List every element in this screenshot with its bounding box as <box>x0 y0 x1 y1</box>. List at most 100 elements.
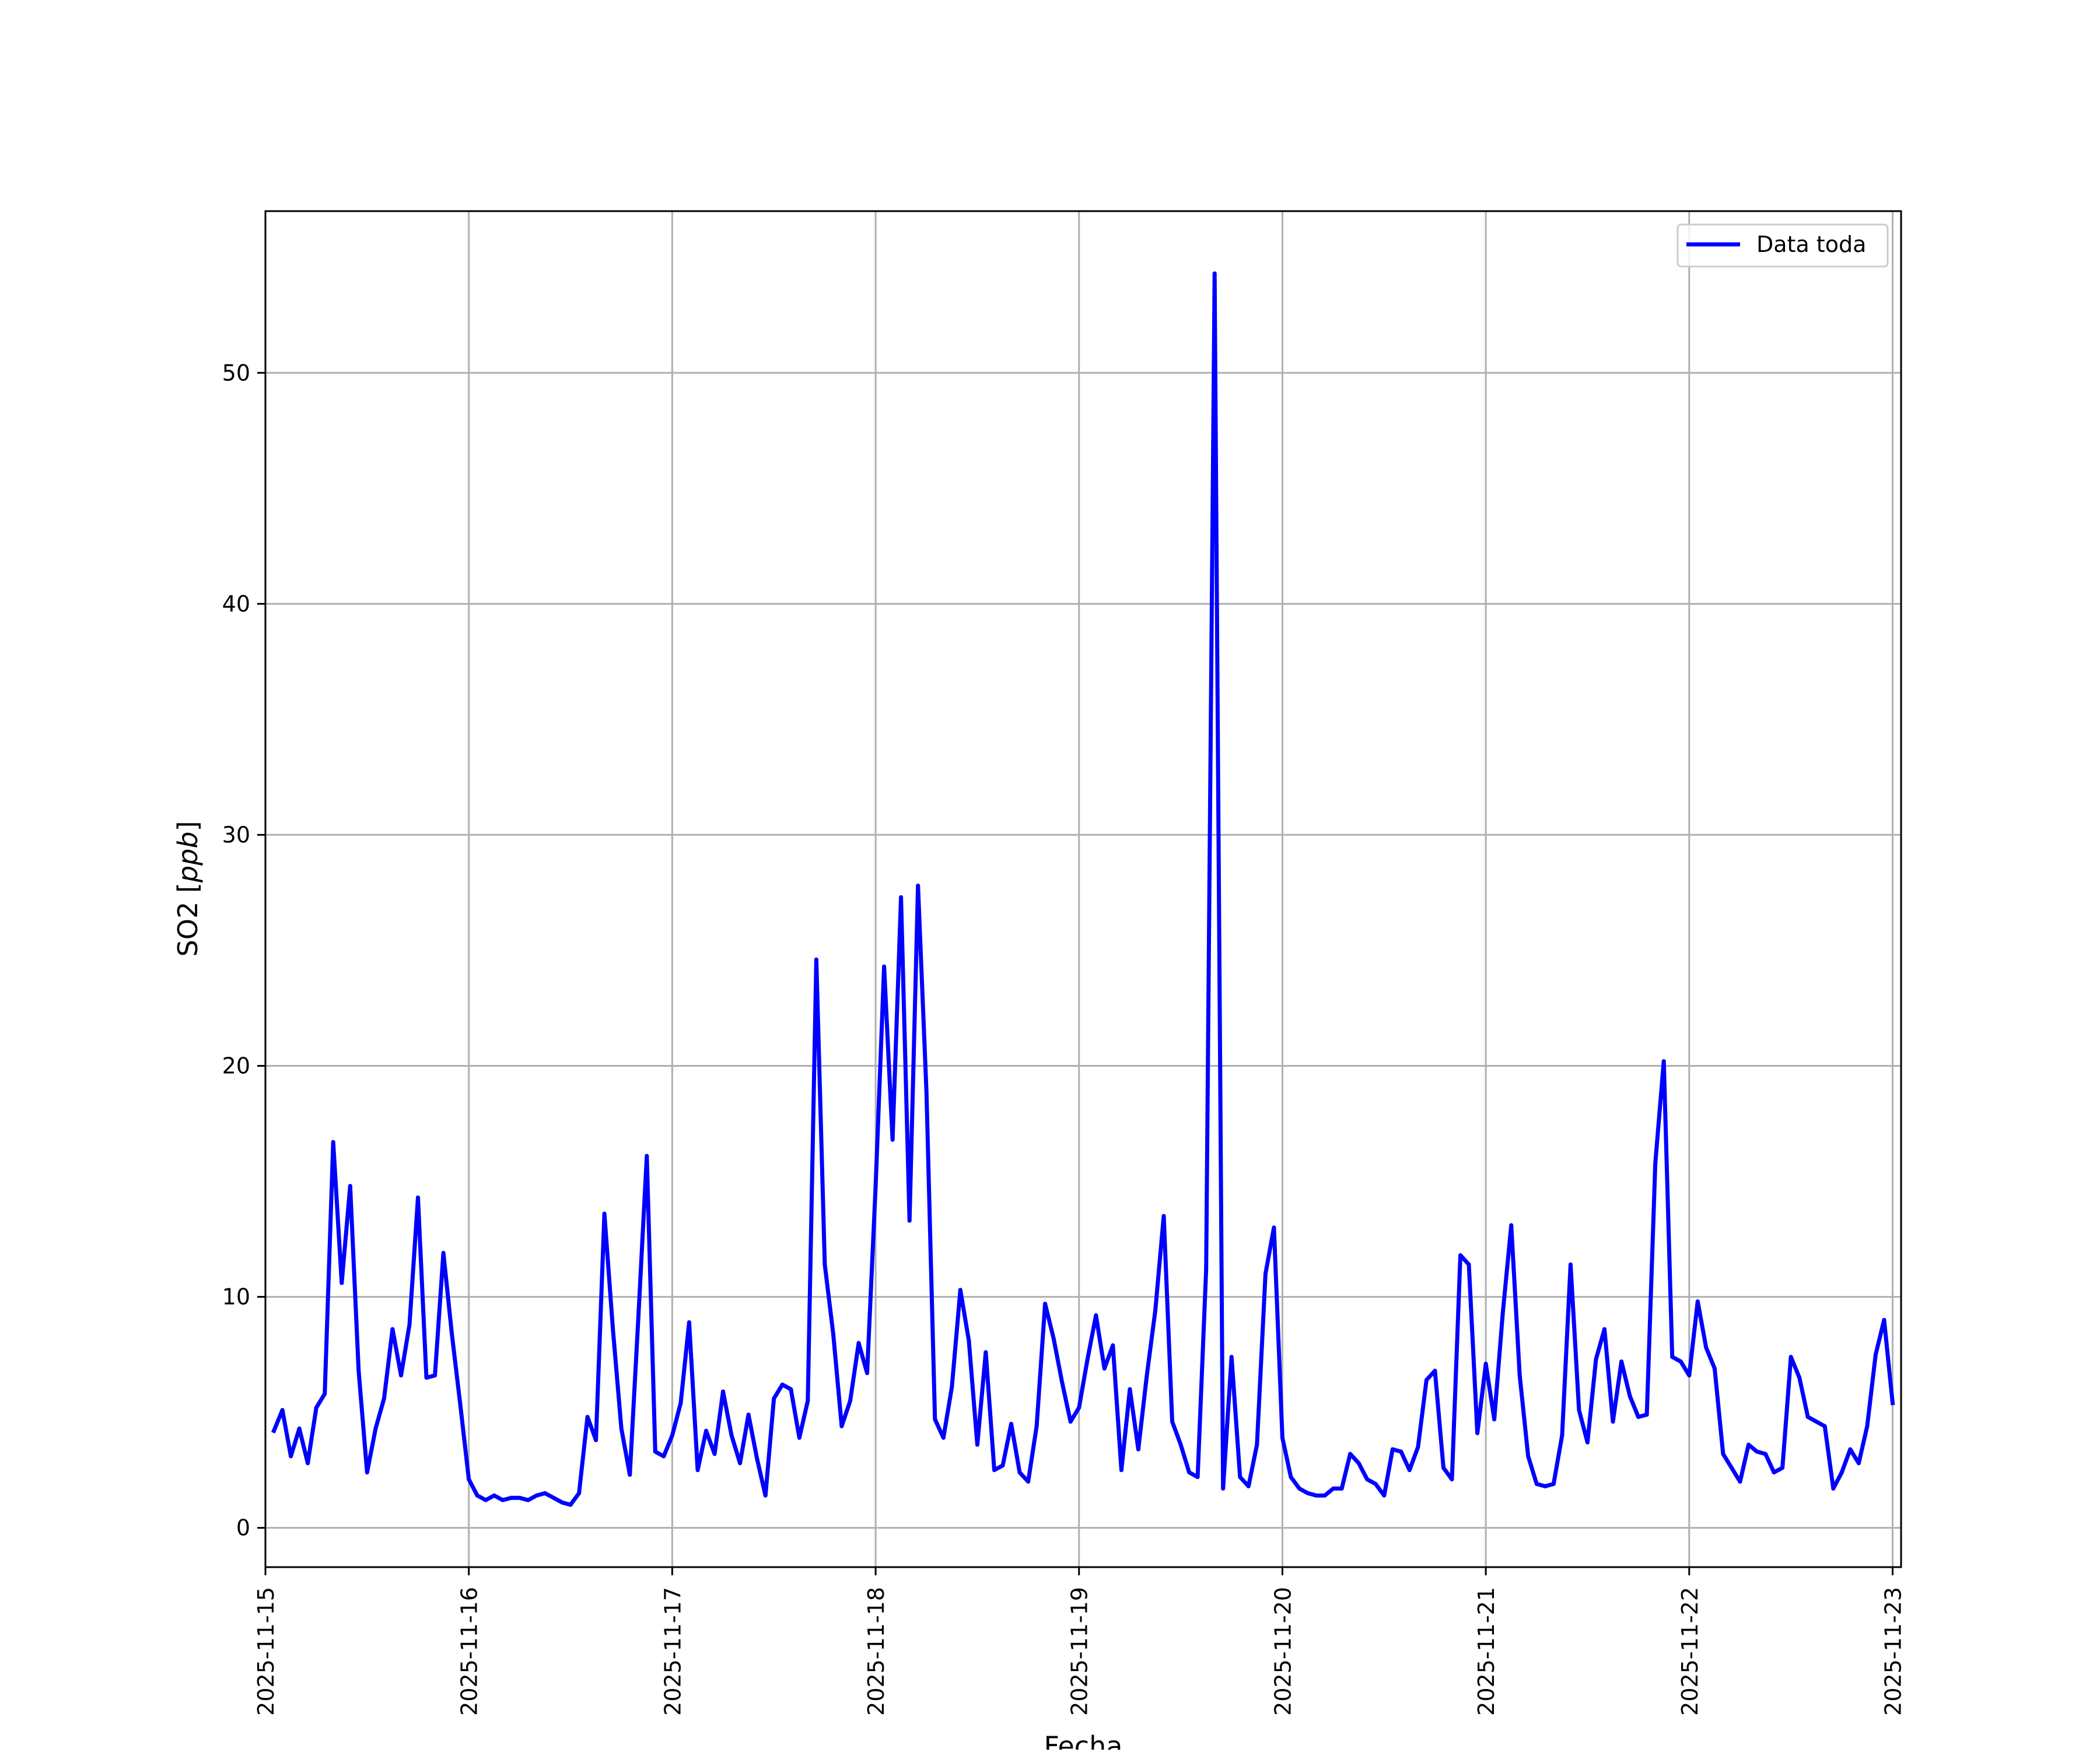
data-point <box>1034 1424 1039 1428</box>
y-tick-label: 50 <box>222 360 250 386</box>
data-point <box>1026 1479 1031 1484</box>
data-point <box>1043 1302 1048 1306</box>
data-point <box>1195 1475 1200 1479</box>
data-point <box>1306 1491 1310 1495</box>
data-point <box>526 1498 530 1502</box>
data-point <box>1594 1357 1598 1361</box>
data-point <box>1289 1475 1293 1479</box>
data-point <box>331 1140 335 1144</box>
y-tick-label: 0 <box>236 1515 250 1541</box>
data-point <box>1280 1435 1284 1440</box>
data-point <box>856 1341 861 1345</box>
data-point <box>365 1470 369 1475</box>
x-tick-label: 2025-11-16 <box>457 1587 482 1716</box>
data-point <box>602 1211 607 1216</box>
data-point <box>356 1368 361 1373</box>
data-point <box>678 1401 683 1406</box>
x-axis-title: Fecha <box>1044 1730 1123 1750</box>
data-point <box>831 1331 835 1336</box>
data-point <box>1814 1420 1819 1424</box>
data-point <box>789 1387 793 1392</box>
data-point <box>1611 1420 1615 1424</box>
data-point <box>568 1502 573 1507</box>
data-point <box>1272 1225 1276 1230</box>
data-point <box>1772 1470 1776 1475</box>
data-point <box>1738 1479 1742 1484</box>
data-point <box>865 1371 869 1375</box>
data-point <box>1356 1461 1361 1466</box>
data-point <box>585 1415 590 1419</box>
data-point <box>738 1461 743 1466</box>
data-point <box>1399 1449 1404 1454</box>
data-point <box>1365 1477 1370 1481</box>
grid-layer <box>264 211 1901 1567</box>
data-point <box>1433 1368 1437 1373</box>
data-point <box>560 1500 564 1505</box>
data-point <box>1060 1380 1065 1385</box>
data-point <box>1755 1449 1759 1454</box>
data-point <box>1000 1463 1005 1468</box>
data-point <box>475 1493 480 1498</box>
data-point <box>1831 1486 1836 1491</box>
legend-box <box>1676 223 1889 268</box>
data-point <box>1314 1493 1318 1498</box>
data-point <box>984 1350 988 1355</box>
data-point <box>509 1495 513 1500</box>
x-tick-label: 2025-11-23 <box>1880 1587 1906 1716</box>
data-point <box>314 1406 318 1410</box>
y-tick-label: 40 <box>222 591 250 616</box>
data-point <box>1729 1466 1734 1470</box>
data-point <box>628 1473 632 1477</box>
data-point <box>1670 1355 1675 1359</box>
data-point <box>729 1433 734 1438</box>
data-point <box>373 1426 378 1431</box>
data-point <box>433 1373 438 1378</box>
data-point <box>1416 1445 1420 1449</box>
data-point <box>399 1373 403 1378</box>
data-point <box>1577 1408 1581 1413</box>
data-point <box>484 1498 488 1502</box>
data-point <box>1373 1481 1378 1486</box>
data-point <box>839 1424 844 1428</box>
data-point <box>382 1396 386 1401</box>
data-point <box>1136 1447 1140 1452</box>
data-point <box>1585 1440 1590 1445</box>
data-point <box>721 1389 725 1394</box>
data-point <box>992 1468 996 1473</box>
data-point <box>619 1426 624 1431</box>
x-tick-label: 2025-11-21 <box>1474 1587 1499 1716</box>
data-point <box>1111 1343 1115 1348</box>
data-point <box>873 1184 878 1188</box>
data-point <box>1178 1442 1183 1447</box>
data-point <box>1407 1468 1412 1473</box>
data-point <box>611 1327 615 1331</box>
data-point <box>1805 1415 1810 1419</box>
data-point <box>467 1477 471 1481</box>
x-tick-label: 2025-11-18 <box>863 1587 889 1716</box>
data-point <box>1144 1373 1149 1378</box>
data-point <box>797 1435 802 1440</box>
y-tick-label: 20 <box>222 1053 250 1079</box>
data-point <box>1263 1271 1268 1276</box>
data-point <box>517 1495 522 1500</box>
y-tick-label: 30 <box>222 822 250 847</box>
data-point <box>416 1195 420 1200</box>
data-point <box>1500 1311 1505 1315</box>
data-point <box>280 1408 285 1413</box>
data-point <box>967 1338 971 1343</box>
data-point <box>806 1399 810 1403</box>
data-point <box>662 1454 666 1459</box>
data-point <box>1746 1442 1751 1447</box>
data-point <box>1017 1470 1022 1475</box>
data-point <box>501 1498 505 1502</box>
data-point <box>1882 1317 1887 1322</box>
x-tick-label: 2025-11-19 <box>1067 1587 1093 1716</box>
data-point <box>340 1281 344 1285</box>
data-point <box>695 1468 700 1473</box>
data-point <box>577 1491 582 1495</box>
data-point <box>1644 1413 1649 1417</box>
data-point <box>1466 1262 1471 1267</box>
data-point <box>458 1403 463 1408</box>
data-point <box>441 1250 446 1255</box>
